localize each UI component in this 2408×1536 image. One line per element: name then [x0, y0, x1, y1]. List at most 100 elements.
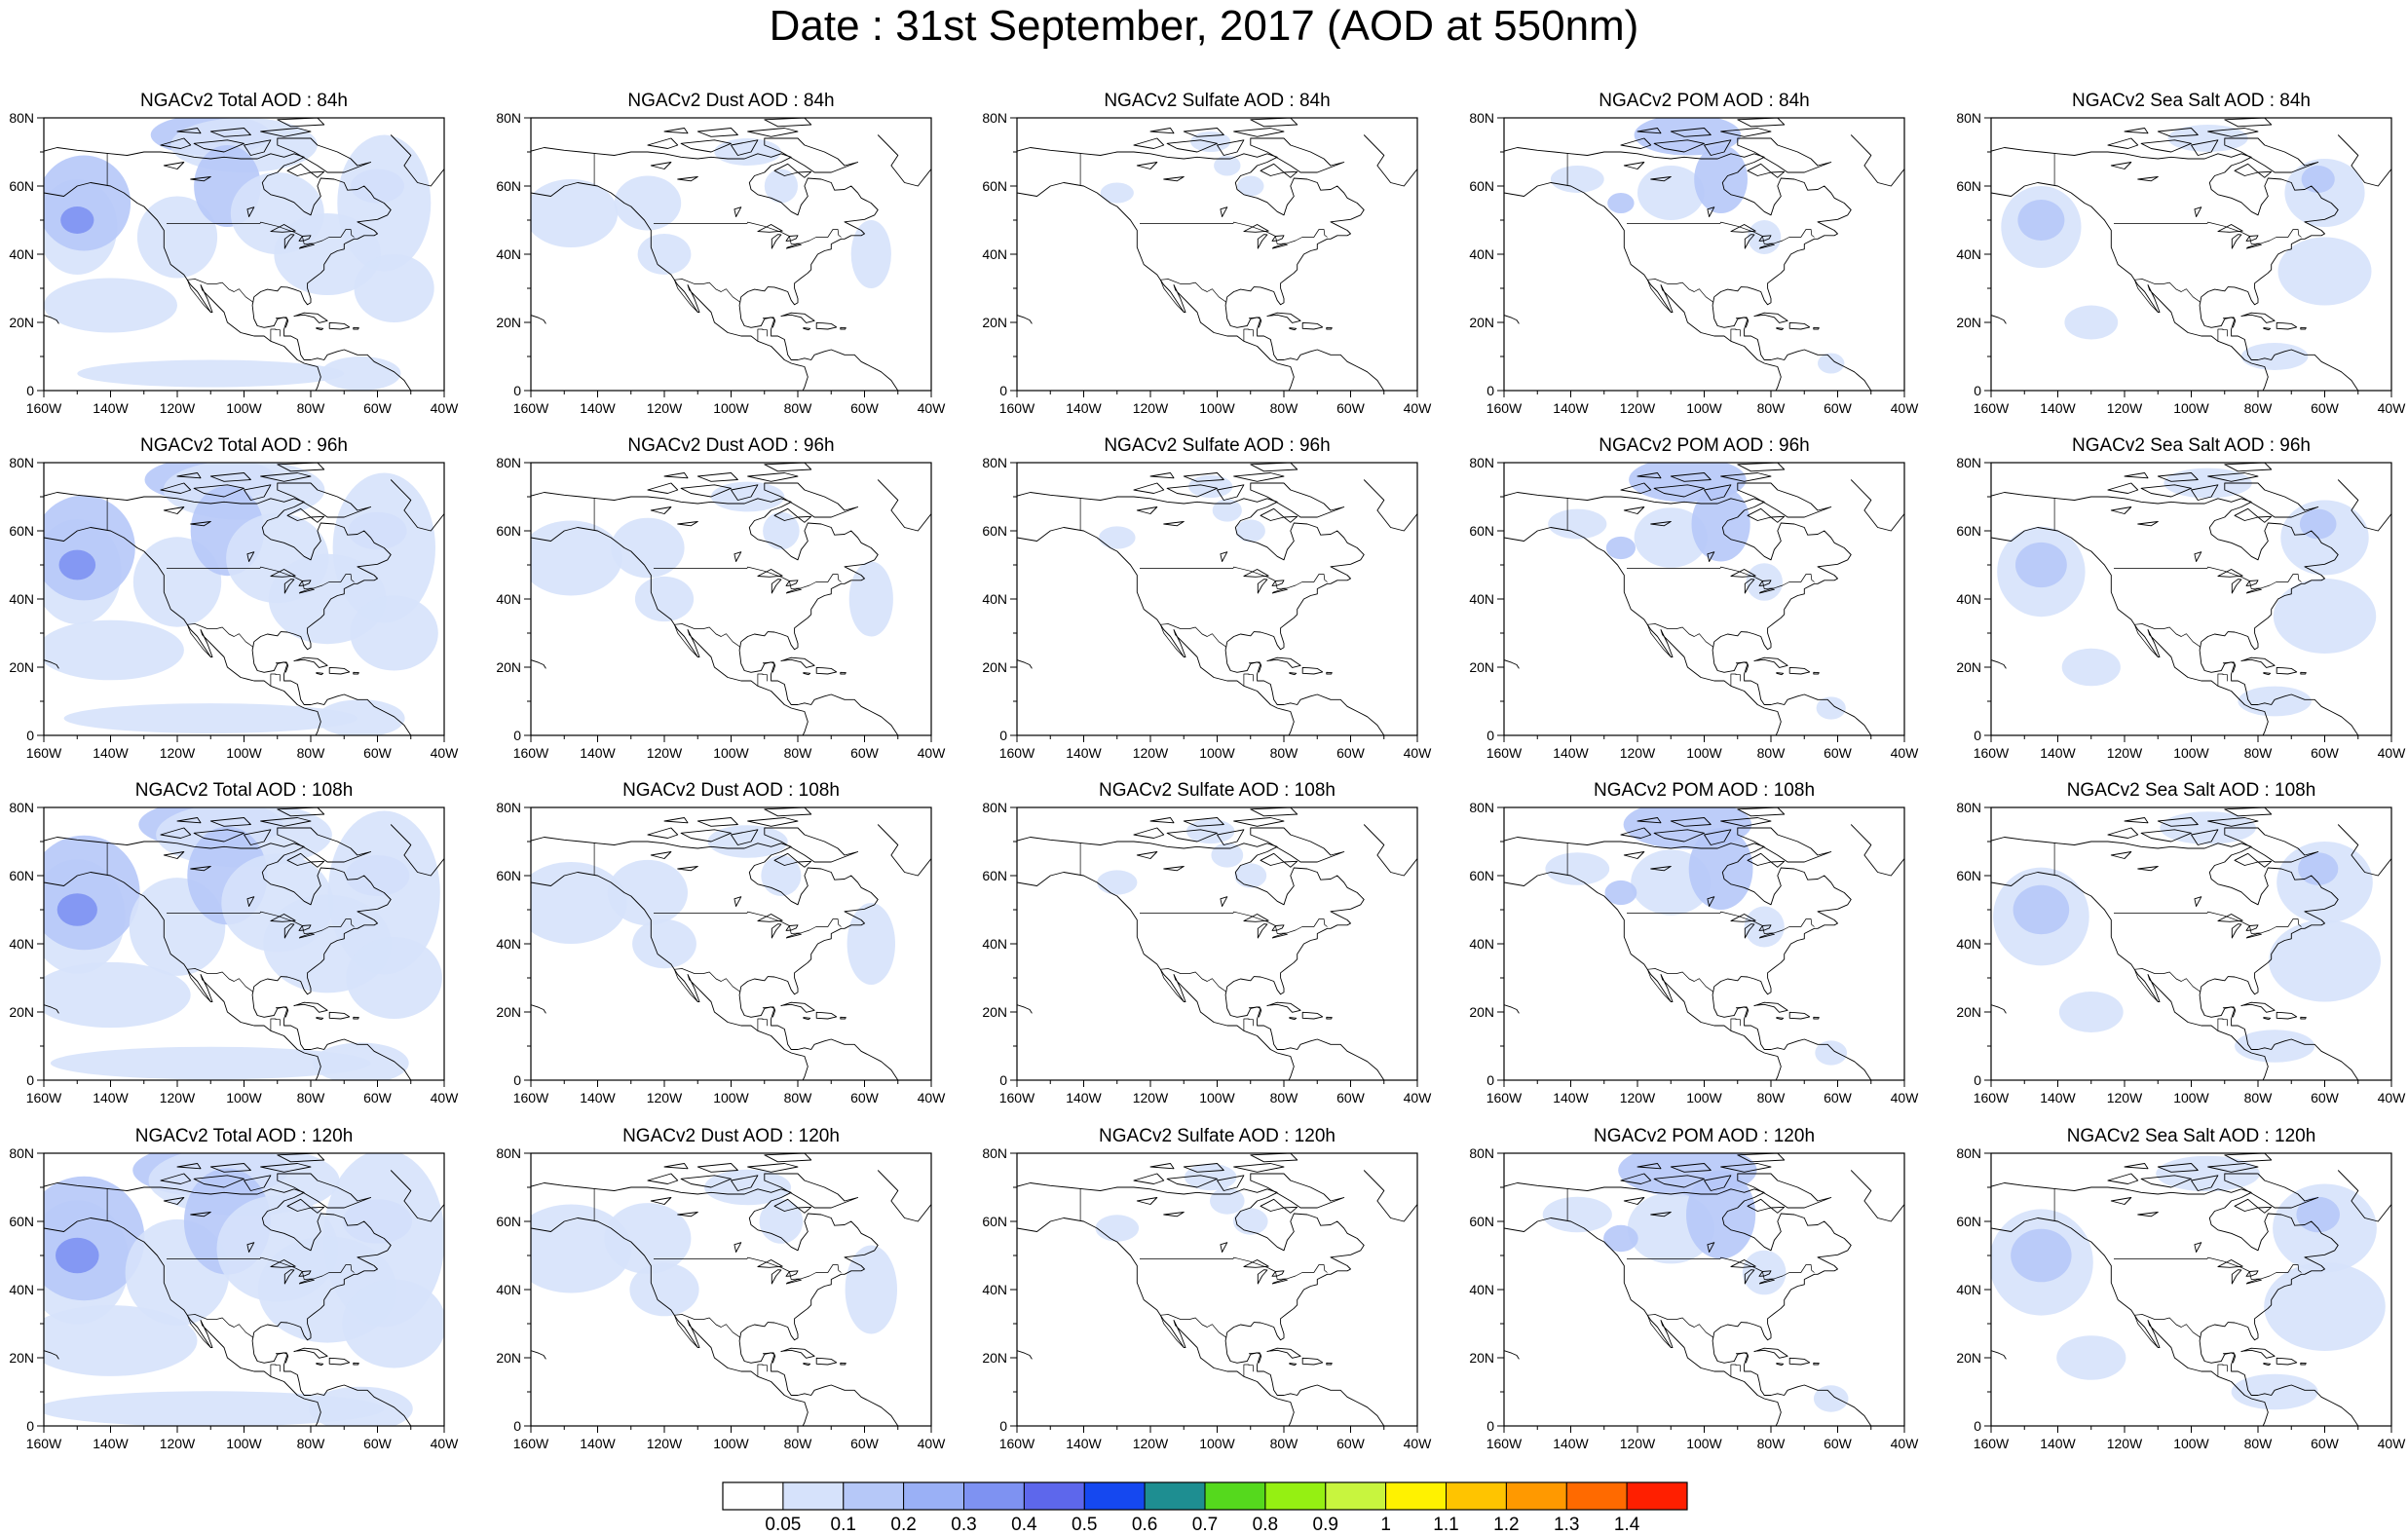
aod-region [346, 937, 442, 1019]
x-tick-label: 40W [902, 1436, 960, 1451]
aod-region [1606, 537, 1636, 559]
y-tick-label: 20N [482, 1350, 521, 1366]
aod-region [2296, 1197, 2340, 1232]
x-tick-label: 40W [1388, 745, 1447, 761]
colorbar-label: 1.2 [1477, 1515, 1535, 1536]
aod-region [847, 903, 895, 985]
map-panel [1478, 115, 1904, 398]
x-tick-label: 40W [1388, 1436, 1447, 1451]
x-tick-label: 100W [215, 1090, 274, 1105]
colorbar-swatch [783, 1482, 844, 1510]
aod-region [2015, 543, 2067, 587]
y-tick-label: 80N [1455, 1145, 1494, 1161]
panel-title: NGACv2 POM AOD : 120h [1481, 1126, 1929, 1147]
y-tick-label: 0 [1942, 383, 1981, 398]
map-panel [1965, 463, 2391, 742]
aod-region [604, 1203, 691, 1274]
aod-region [2062, 649, 2121, 687]
y-tick-label: 40N [1942, 936, 1981, 952]
x-tick-label: 40W [1875, 400, 1934, 416]
x-tick-label: 160W [502, 400, 560, 416]
y-tick-label: 60N [968, 1214, 1007, 1229]
aod-region [1814, 1385, 1849, 1411]
map-panel [1478, 800, 1904, 1087]
x-tick-label: 160W [1962, 745, 2020, 761]
aod-region [309, 1387, 413, 1432]
y-tick-label: 20N [1942, 315, 1981, 330]
y-tick-label: 60N [968, 523, 1007, 539]
colorbar-swatch [844, 1482, 904, 1510]
x-tick-label: 100W [702, 1436, 761, 1451]
x-tick-label: 160W [1962, 1090, 2020, 1105]
y-tick-label: 20N [482, 659, 521, 675]
aod-region [2235, 1030, 2314, 1063]
map-panel [18, 457, 444, 742]
y-tick-label: 40N [968, 1282, 1007, 1297]
x-tick-label: 40W [2362, 400, 2408, 416]
x-tick-label: 40W [902, 1090, 960, 1105]
x-tick-label: 80W [282, 745, 340, 761]
panel-title: NGACv2 Total AOD : 96h [20, 435, 469, 457]
aod-region [1551, 166, 1604, 193]
y-tick-label: 80N [1942, 1145, 1981, 1161]
aod-region [1545, 852, 1609, 885]
colorbar-swatch [1326, 1482, 1386, 1510]
x-tick-label: 40W [2362, 1090, 2408, 1105]
map-panel [991, 463, 1417, 742]
aod-region [846, 1246, 897, 1334]
x-tick-label: 60W [1809, 745, 1867, 761]
y-tick-label: 80N [482, 1145, 521, 1161]
x-tick-label: 120W [1608, 400, 1667, 416]
x-tick-label: 80W [282, 1436, 340, 1451]
colorbar-label: 0.05 [754, 1515, 812, 1536]
colorbar-label: 0.8 [1236, 1515, 1295, 1536]
x-tick-label: 80W [1742, 400, 1800, 416]
y-tick-label: 80N [1455, 110, 1494, 126]
y-tick-label: 80N [0, 110, 34, 126]
y-tick-label: 80N [0, 455, 34, 470]
x-tick-label: 40W [415, 745, 473, 761]
y-tick-label: 20N [968, 315, 1007, 330]
x-tick-label: 40W [1388, 400, 1447, 416]
x-tick-label: 60W [1809, 1436, 1867, 1451]
x-tick-label: 120W [635, 745, 694, 761]
x-tick-label: 140W [1055, 400, 1113, 416]
x-tick-label: 120W [148, 400, 207, 416]
map-panel [505, 1153, 931, 1433]
aod-region [519, 521, 621, 596]
x-tick-label: 80W [1255, 1436, 1313, 1451]
aod-region [1689, 828, 1753, 910]
y-tick-label: 60N [1455, 1214, 1494, 1229]
aod-region [2232, 1374, 2318, 1409]
map-panel [505, 807, 931, 1087]
aod-region [2059, 992, 2124, 1032]
colorbar-swatch [964, 1482, 1025, 1510]
aod-region [1101, 183, 1134, 204]
colorbar-label: 1 [1357, 1515, 1415, 1536]
aod-region [1607, 193, 1634, 213]
y-tick-label: 20N [1455, 1004, 1494, 1020]
map-panel [991, 1153, 1417, 1433]
x-tick-label: 140W [2029, 745, 2088, 761]
y-tick-label: 40N [968, 936, 1007, 952]
aod-region [342, 1280, 446, 1368]
y-tick-label: 40N [482, 936, 521, 952]
aod-region [24, 1305, 198, 1376]
colorbar-label: 0.7 [1176, 1515, 1234, 1536]
x-tick-label: 60W [1322, 1436, 1380, 1451]
x-tick-label: 100W [2163, 400, 2221, 416]
aod-region [2300, 509, 2337, 540]
y-tick-label: 60N [1942, 868, 1981, 883]
x-tick-label: 60W [349, 745, 407, 761]
y-tick-label: 80N [0, 800, 34, 815]
y-tick-label: 0 [968, 728, 1007, 743]
aod-region [313, 1043, 409, 1084]
map-panel [1965, 118, 2391, 397]
colorbar-swatch [1627, 1482, 1687, 1510]
y-tick-label: 0 [968, 1072, 1007, 1088]
aod-region [44, 279, 177, 333]
x-tick-label: 60W [349, 400, 407, 416]
y-tick-label: 20N [1455, 659, 1494, 675]
x-tick-label: 60W [349, 1090, 407, 1105]
x-tick-label: 160W [988, 1436, 1046, 1451]
